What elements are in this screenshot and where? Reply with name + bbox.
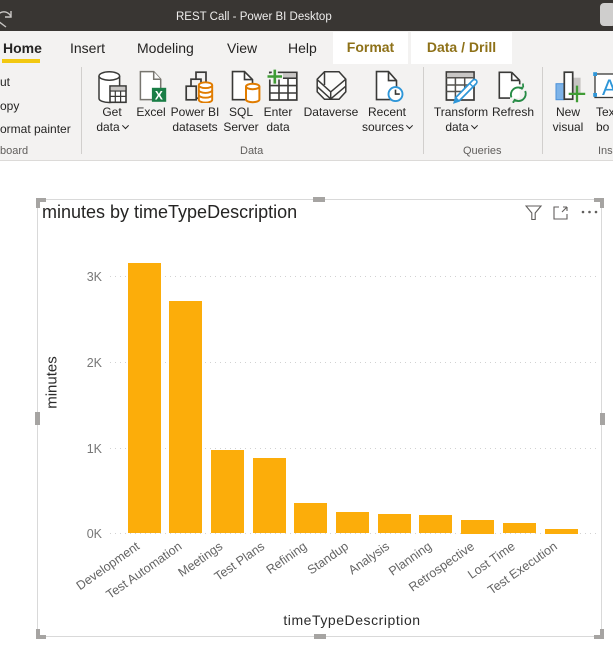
svg-text:X: X	[155, 89, 163, 103]
svg-text:A: A	[602, 75, 613, 100]
